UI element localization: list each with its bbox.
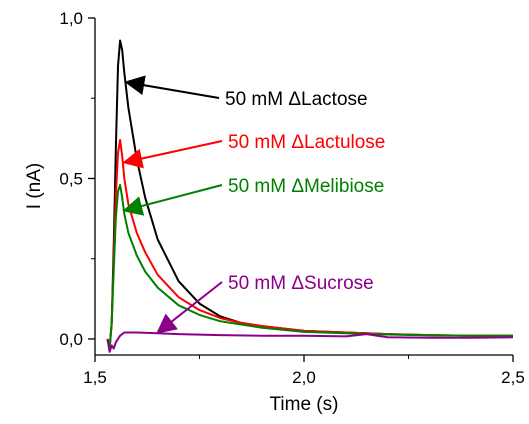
annotation-label-0: 50 mM ΔLactose — [225, 89, 368, 110]
series-line-1 — [106, 139, 513, 350]
x-tick-label: 2,0 — [292, 368, 316, 387]
y-tick-label: 1,0 — [59, 9, 83, 28]
x-tick-label: 2,5 — [501, 368, 525, 387]
annotation-arrow-1 — [122, 140, 223, 169]
annotation-label-2: 50 mM ΔMelibiose — [228, 176, 384, 197]
y-axis-title: I (nA) — [24, 163, 45, 209]
annotation-arrow-0 — [124, 75, 220, 99]
y-tick-label: 0,5 — [59, 169, 83, 188]
annotation-layer: 50 mM ΔLactose 50 mM ΔLactulose 50 mM ΔMel… — [122, 75, 385, 334]
annotation-arrow-3 — [156, 281, 223, 334]
x-axis-title: Time (s) — [270, 394, 339, 415]
series-line-2 — [106, 183, 513, 350]
tick-labels: 1,5 2,0 2,5 0,0 0,5 1,0 — [59, 9, 524, 387]
y-tick-label: 0,0 — [59, 330, 83, 349]
annotation-label-1: 50 mM ΔLactulose — [228, 132, 385, 153]
x-tick-label: 1,5 — [83, 368, 107, 387]
annotation-arrow-2 — [122, 184, 223, 216]
ticks — [88, 17, 514, 362]
annotation-label-3: 50 mM ΔSucrose — [228, 273, 374, 294]
